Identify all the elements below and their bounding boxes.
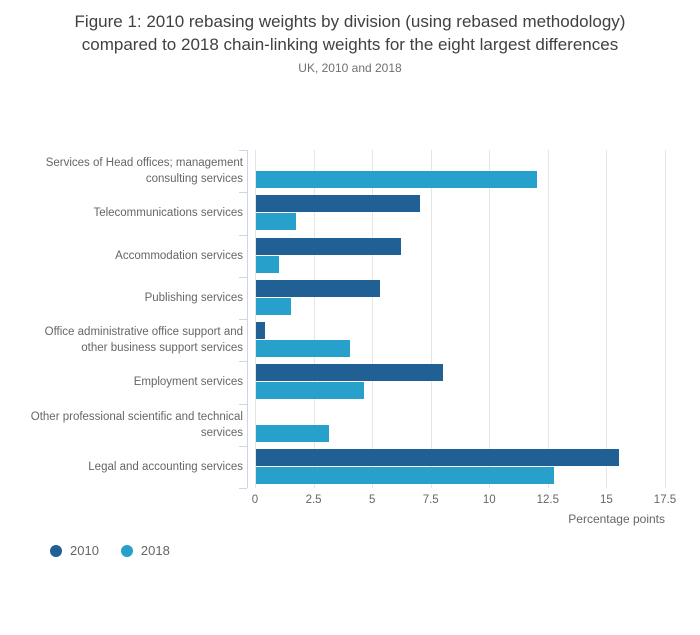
chart-title-line-2: compared to 2018 chain-linking weights f… bbox=[81, 35, 619, 54]
category-label: Telecommunications services bbox=[5, 192, 243, 234]
bar-2010[interactable] bbox=[256, 195, 420, 213]
legend-marker-icon bbox=[120, 544, 133, 557]
category-label-line: other business support services bbox=[81, 342, 243, 355]
category-axis-tick bbox=[239, 445, 247, 447]
category-axis-tick bbox=[239, 192, 247, 194]
x-tick-label: 0 bbox=[251, 494, 259, 506]
bar-2018[interactable] bbox=[256, 213, 296, 231]
category-label: Employment services bbox=[5, 361, 243, 403]
category-axis-tick bbox=[239, 150, 247, 151]
category-label-line: services bbox=[200, 426, 243, 439]
category-axis-line bbox=[247, 150, 248, 488]
chart-title: Figure 1: 2010 rebasing weights by divis… bbox=[0, 0, 700, 56]
category-label-line: Other professional scientific and techni… bbox=[30, 410, 243, 423]
category-axis-tick bbox=[239, 403, 247, 405]
chart-title-line-1: Figure 1: 2010 rebasing weights by divis… bbox=[74, 12, 626, 31]
bar-2018[interactable] bbox=[256, 466, 554, 484]
chart-subtitle: UK, 2010 and 2018 bbox=[298, 61, 402, 75]
category-axis-tick bbox=[239, 361, 247, 363]
category-axis-tick bbox=[239, 319, 247, 320]
legend-label: 2018 bbox=[140, 543, 170, 558]
x-axis-title: Percentage points bbox=[568, 512, 665, 526]
category-axis-tick bbox=[239, 488, 247, 489]
x-tick-label: 10 bbox=[482, 494, 496, 506]
category-label: Publishing services bbox=[5, 277, 243, 319]
category-axis-tick bbox=[239, 276, 247, 278]
gridline bbox=[665, 150, 666, 488]
gridline bbox=[547, 150, 549, 488]
bar-2018[interactable] bbox=[256, 297, 292, 315]
bar-2018[interactable] bbox=[256, 382, 364, 400]
bar-2010[interactable] bbox=[256, 279, 381, 297]
legend-marker-icon bbox=[50, 544, 62, 557]
bar-2018[interactable] bbox=[256, 340, 350, 357]
gridline bbox=[313, 150, 315, 488]
category-axis-tick bbox=[239, 234, 247, 236]
legend-label: 2010 bbox=[70, 543, 99, 558]
x-tick-label: 15 bbox=[600, 494, 613, 506]
bar-2018[interactable] bbox=[256, 424, 329, 442]
category-label: Legal and accounting services bbox=[5, 446, 243, 488]
category-label-line: Employment services bbox=[133, 376, 243, 389]
bar-2018[interactable] bbox=[256, 255, 280, 273]
gridline bbox=[489, 150, 491, 488]
category-label: Services of Head offices; management cons… bbox=[5, 150, 243, 192]
category-label-line: Legal and accounting services bbox=[88, 460, 243, 473]
bar-2018[interactable] bbox=[256, 171, 538, 188]
category-label-line: Accommodation services bbox=[115, 249, 243, 262]
gridline bbox=[430, 150, 432, 488]
x-tick-label: 5 bbox=[368, 494, 376, 506]
category-label: Other professional scientific and techni… bbox=[5, 404, 243, 446]
category-label-line: Publishing services bbox=[144, 291, 243, 304]
x-tick-label: 12.5 bbox=[536, 494, 560, 506]
category-label: Office administrative office support and… bbox=[5, 319, 243, 361]
x-tick-label: 2.5 bbox=[305, 494, 322, 506]
legend-item-2018[interactable]: 2018 bbox=[120, 543, 170, 558]
category-label-line: consulting services bbox=[145, 173, 243, 186]
bar-2010[interactable] bbox=[256, 237, 402, 255]
category-label: Accommodation services bbox=[5, 235, 243, 277]
gridline bbox=[606, 150, 608, 488]
category-label-line: Office administrative office support and bbox=[44, 326, 243, 339]
category-label-line: Services of Head offices; management bbox=[45, 157, 243, 170]
bar-2010[interactable] bbox=[256, 322, 266, 339]
bar-2010[interactable] bbox=[256, 448, 620, 466]
legend-item-2010[interactable]: 2010 bbox=[50, 543, 99, 558]
legend: 2010 2018 bbox=[50, 543, 170, 558]
gridline bbox=[372, 150, 374, 488]
bar-2010[interactable] bbox=[256, 364, 444, 382]
x-tick-label: 7.5 bbox=[422, 494, 439, 506]
x-tick-label: 17.5 bbox=[653, 494, 677, 506]
category-label-line: Telecommunications services bbox=[93, 207, 243, 220]
gridline bbox=[255, 150, 256, 488]
